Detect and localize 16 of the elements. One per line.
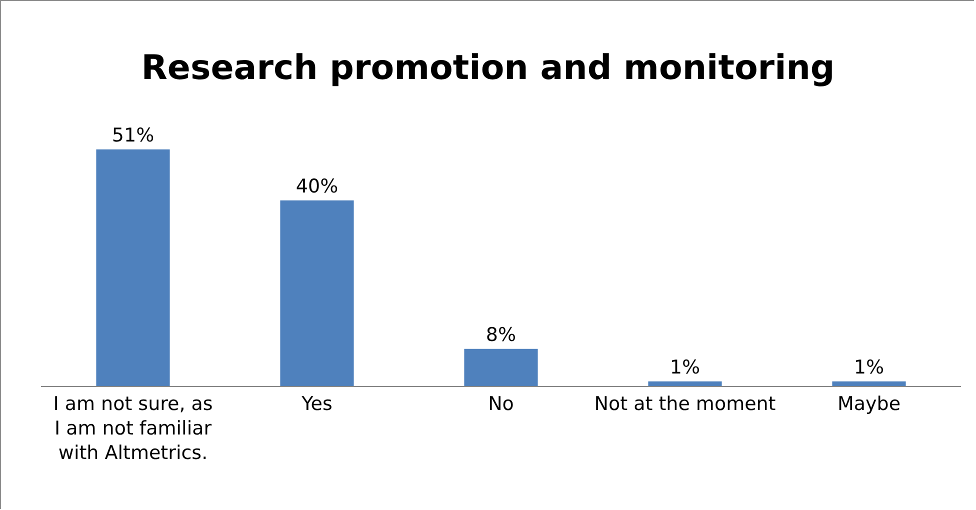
x-tick-label: Maybe (837, 392, 901, 415)
x-tick-label: Not at the moment (594, 392, 776, 415)
chart-title: Research promotion and monitoring (141, 48, 835, 88)
data-label: 1% (854, 356, 884, 378)
bar (648, 381, 722, 386)
bar (280, 200, 354, 386)
x-tick-label: No (488, 392, 514, 415)
data-label: 8% (486, 324, 516, 346)
x-tick-label: Yes (300, 392, 332, 415)
bar (464, 348, 538, 386)
x-tick-label: I am not sure, as I am not familiar with Altmetrics. (53, 392, 213, 464)
bar (832, 381, 906, 386)
data-label: 40% (296, 175, 338, 198)
data-label: 1% (670, 356, 700, 378)
data-label: 51% (112, 124, 154, 146)
bar (96, 149, 170, 386)
